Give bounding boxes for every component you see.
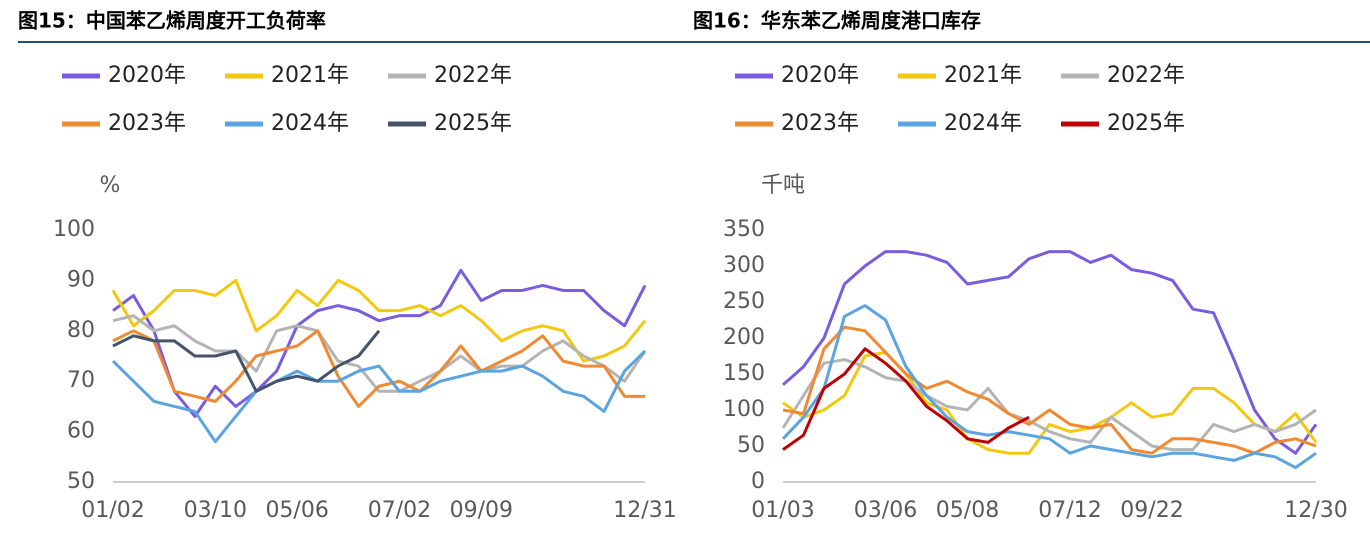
legend-label: 2020年 xyxy=(781,63,859,88)
legend-label: 2024年 xyxy=(271,111,349,136)
x-tick-label: 01/02 xyxy=(81,498,144,523)
series-line xyxy=(781,358,1317,452)
y-tick-label: 250 xyxy=(723,289,765,314)
chart-title: 图16：华东苯乙烯周度港口库存 xyxy=(693,9,981,33)
series-line xyxy=(112,314,647,393)
y-tick-label: 70 xyxy=(67,368,95,393)
x-tick-label: 09/22 xyxy=(1120,498,1183,523)
y-tick-label: 100 xyxy=(53,217,95,242)
series-line xyxy=(111,349,647,444)
series-line xyxy=(112,268,647,418)
x-tick-label: 12/30 xyxy=(1284,498,1347,523)
x-tick-label: 09/09 xyxy=(450,498,513,523)
legend-label: 2022年 xyxy=(434,63,512,88)
x-tick-label: 01/03 xyxy=(751,498,814,523)
series-line xyxy=(111,278,647,363)
x-tick-label: 07/02 xyxy=(368,498,431,523)
legend-label: 2022年 xyxy=(1107,63,1185,88)
y-tick-label: 60 xyxy=(67,419,95,444)
x-tick-label: 12/31 xyxy=(613,498,676,523)
series-line xyxy=(112,329,381,393)
y-tick-label: 350 xyxy=(723,217,765,242)
y-axis-unit: 千吨 xyxy=(761,173,805,198)
legend-label: 2023年 xyxy=(781,111,859,136)
y-tick-label: 200 xyxy=(723,325,765,350)
series-line xyxy=(782,250,1318,455)
y-tick-label: 100 xyxy=(723,397,765,422)
y-tick-label: 50 xyxy=(737,433,765,458)
x-tick-label: 03/10 xyxy=(184,498,247,523)
y-tick-label: 80 xyxy=(67,318,95,343)
x-tick-label: 03/06 xyxy=(854,498,917,523)
y-axis-unit: % xyxy=(100,173,121,198)
series-line xyxy=(781,304,1317,470)
series-line xyxy=(782,325,1317,455)
legend-label: 2025年 xyxy=(434,111,512,136)
y-tick-label: 50 xyxy=(67,469,95,494)
legend-label: 2024年 xyxy=(944,111,1022,136)
chart-title: 图15：中国苯乙烯周度开工负荷率 xyxy=(18,9,326,33)
legend-label: 2020年 xyxy=(108,63,186,88)
x-tick-label: 05/08 xyxy=(936,498,999,523)
legend-label: 2025年 xyxy=(1107,111,1185,136)
y-tick-label: 150 xyxy=(723,361,765,386)
y-tick-label: 90 xyxy=(67,267,95,292)
legend-label: 2021年 xyxy=(944,63,1022,88)
y-tick-label: 300 xyxy=(723,253,765,278)
legend-label: 2023年 xyxy=(108,111,186,136)
legend-label: 2021年 xyxy=(271,63,349,88)
x-tick-label: 07/12 xyxy=(1038,498,1101,523)
x-tick-label: 05/06 xyxy=(265,498,328,523)
y-tick-label: 0 xyxy=(751,469,765,494)
series-line xyxy=(112,329,645,408)
series-line xyxy=(782,347,1030,451)
